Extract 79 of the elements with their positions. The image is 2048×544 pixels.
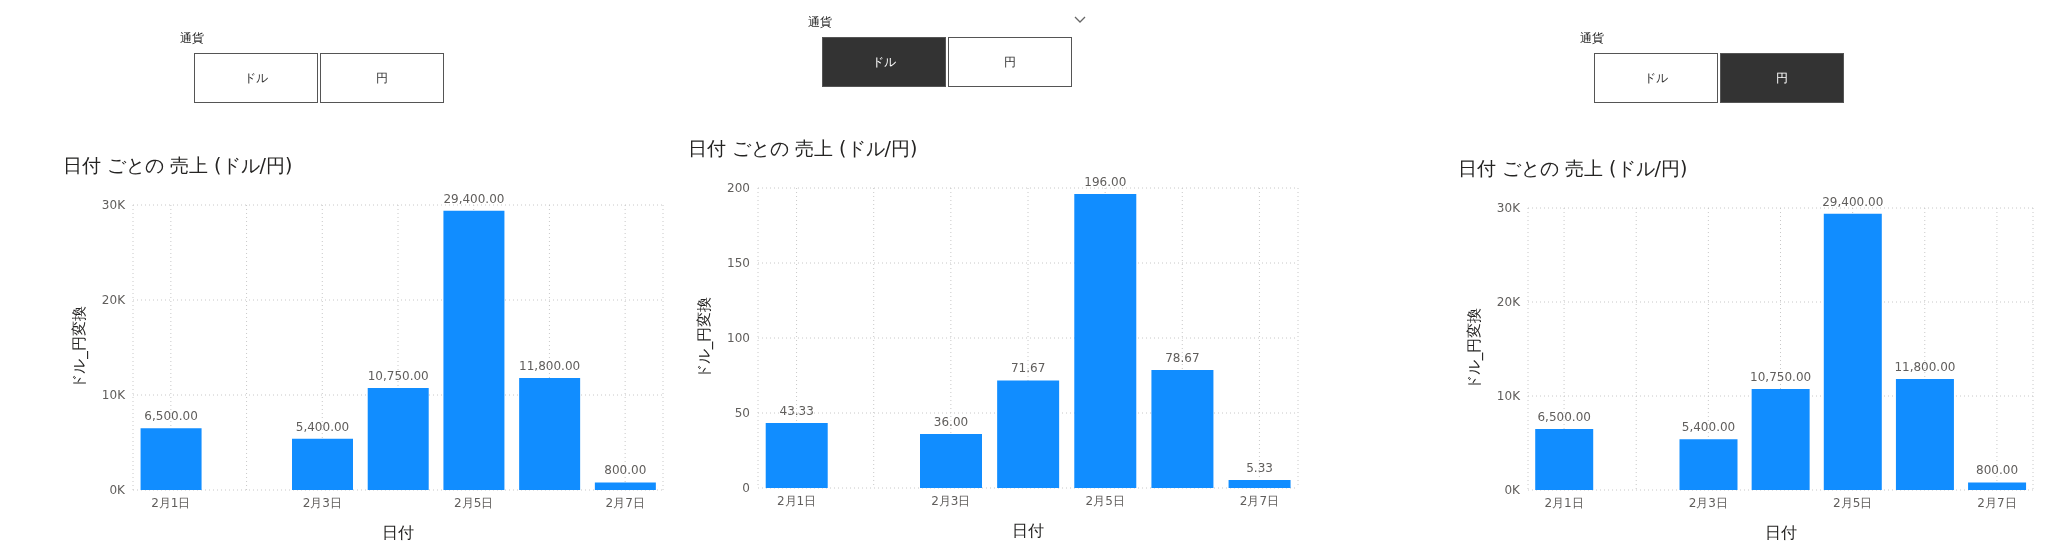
x-axis-title: 日付 [1012,521,1044,540]
category-label: ドル [194,53,318,103]
x-tick-label: 2月5日 [1833,495,1873,510]
data-label: 6,500.00 [144,409,198,424]
data-label: 11,800.00 [519,358,581,373]
y-tick-label: 20K [1496,295,1522,310]
x-tick-label: 2月5日 [1085,493,1125,508]
x-tick-label: 2月7日 [1239,493,1280,508]
y-axis-title: ドル_円変換 [70,306,90,389]
chart-title: 日付 ごとの 売上 (ドル/円) [63,153,294,178]
bar [920,434,982,488]
data-label: 5,400.00 [295,419,350,434]
bar [292,438,353,490]
bar [1751,388,1810,490]
category-label: 円 [320,53,444,103]
bar [1074,194,1137,488]
y-tick-label: 10K [101,388,127,403]
x-tick-label: 2月3日 [931,493,971,508]
bar [594,482,656,490]
data-label: 78.67 [1165,350,1200,365]
data-label: 5,400.00 [1681,420,1736,435]
data-label: 29,400.00 [443,191,505,206]
bar [765,423,828,488]
bar [367,387,429,490]
y-tick-label: 200 [727,181,750,196]
category-label: ドル [822,37,946,87]
category-label: ドル [1594,53,1718,103]
data-label: 71.67 [1010,361,1046,376]
data-label: 800.00 [1976,463,2019,478]
x-tick-label: 2月7日 [605,495,645,510]
data-label: 5.33 [1246,461,1273,476]
text: 通貨 [1580,30,1605,47]
x-tick-label: 2月5日 [454,495,494,510]
bar [1679,439,1738,490]
y-tick-label: 50 [734,406,750,421]
bar [997,380,1060,488]
data-label: 10,750.00 [1750,369,1812,384]
category-label: 円 [948,37,1072,87]
y-tick-label: 0K [1504,483,1522,498]
bar [519,377,581,490]
data-label: 10,750.00 [367,368,429,383]
y-tick-label: 150 [727,256,750,271]
bar [140,428,202,490]
category-label: 円 [1720,53,1844,103]
y-tick-label: 30K [101,198,127,213]
bar [1968,482,2027,490]
x-tick-label: 2月7日 [1977,495,2017,510]
bar [1535,428,1594,490]
data-label: 43.33 [779,404,814,419]
data-label: 800.00 [604,463,647,478]
y-tick-label: 0 [742,481,750,496]
text: 通貨 [180,30,205,47]
y-tick-label: 10K [1496,389,1522,404]
x-tick-label: 2月1日 [1544,495,1584,510]
chart-title: 日付 ごとの 売上 (ドル/円) [1458,156,1689,181]
y-tick-label: 0K [109,483,127,498]
bar [1151,370,1214,488]
x-axis-title: 日付 [1764,523,1797,542]
bar [1895,379,1954,490]
x-tick-label: 2月3日 [1688,495,1728,510]
bar [443,210,505,490]
x-tick-label: 2月1日 [151,495,191,510]
y-axis-title: ドル_円変換 [695,296,715,380]
x-tick-label: 2月1日 [776,493,817,508]
y-tick-label: 100 [727,331,750,346]
data-label: 196.00 [1084,175,1127,189]
bar [1228,480,1291,488]
x-axis-title: 日付 [382,523,414,542]
chart-title: 日付 ごとの 売上 (ドル/円) [688,136,919,161]
y-tick-label: 30K [1496,201,1522,216]
y-tick-label: 20K [101,293,127,308]
bar [1823,213,1882,490]
text: 通貨 [808,14,833,31]
data-label: 36.00 [933,415,969,429]
y-axis-title: ドル_円変換 [1465,307,1485,391]
data-label: 11,800.00 [1894,360,1956,375]
x-tick-label: 2月3日 [302,495,342,510]
data-label: 29,400.00 [1822,194,1884,209]
data-label: 6,500.00 [1537,409,1591,424]
